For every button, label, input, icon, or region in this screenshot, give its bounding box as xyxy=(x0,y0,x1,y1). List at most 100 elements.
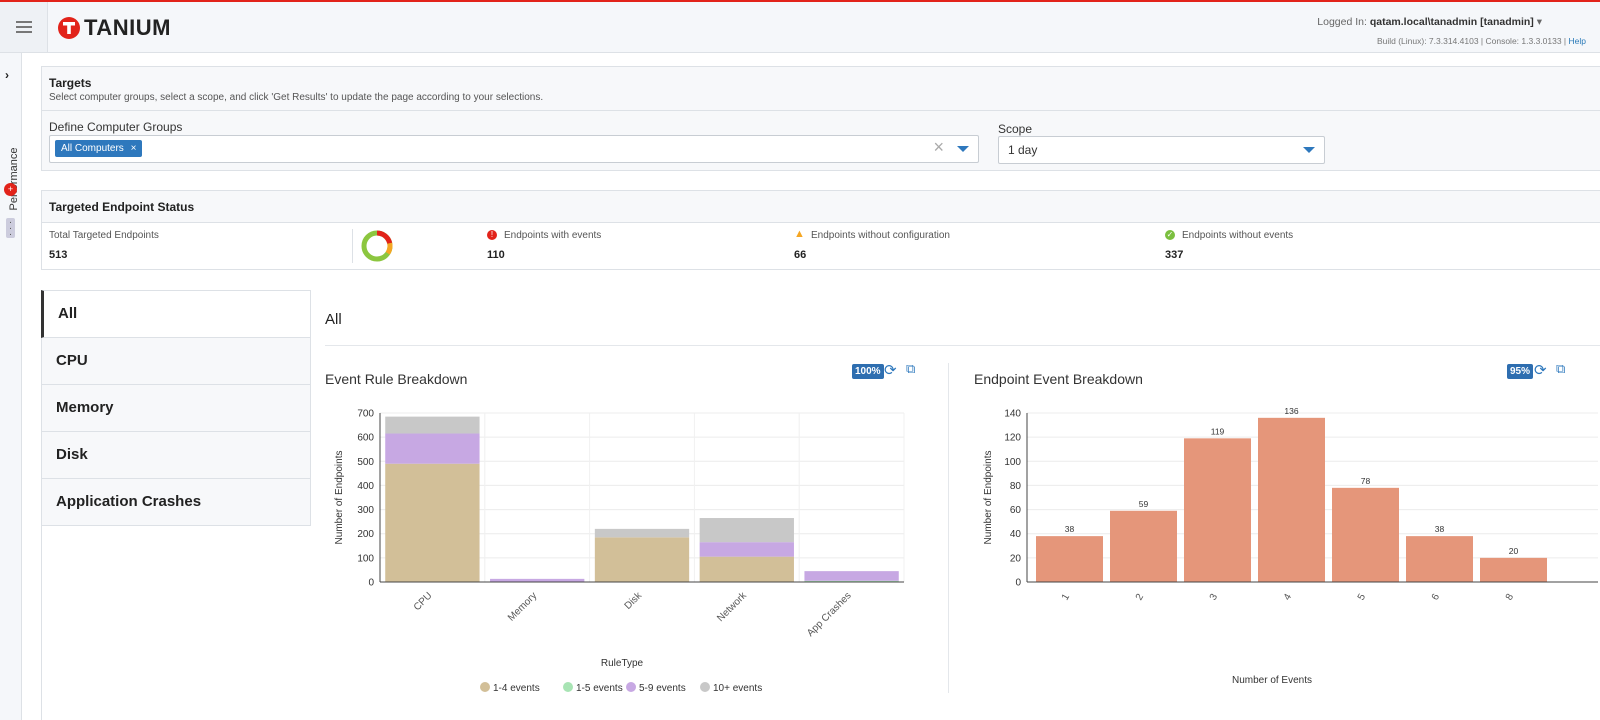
bar xyxy=(1406,536,1473,582)
y-tick-label: 400 xyxy=(357,481,374,492)
bar-segment xyxy=(594,537,690,582)
status-row xyxy=(42,223,1600,269)
data-label: 59 xyxy=(1139,499,1149,509)
legend-swatch xyxy=(563,682,573,692)
computer-groups-select[interactable]: All Computers × × xyxy=(49,135,979,163)
bar-segment xyxy=(490,578,585,582)
chart-title-endpoint-event: Endpoint Event Breakdown xyxy=(974,371,1143,387)
y-tick-label: 80 xyxy=(1010,481,1022,492)
help-link[interactable]: Help xyxy=(1568,36,1586,46)
y-tick-label: 500 xyxy=(357,457,374,468)
y-axis-label: Number of Endpoints xyxy=(983,451,994,545)
group-chip[interactable]: All Computers × xyxy=(55,140,143,157)
divider xyxy=(352,229,353,263)
tab-disk[interactable]: Disk xyxy=(41,432,311,479)
bar-segment xyxy=(699,518,794,543)
export-icon[interactable]: ⧉ xyxy=(906,361,916,376)
status-donut-chart[interactable] xyxy=(360,229,394,263)
warning-icon: ▲ xyxy=(794,228,805,240)
tanium-logo-icon xyxy=(58,17,80,39)
tab-application-crashes[interactable]: Application Crashes xyxy=(41,479,311,526)
bar-segment xyxy=(699,556,794,582)
tanium-logo[interactable]: TANIUM xyxy=(58,15,171,40)
chevron-down-icon: ▾ xyxy=(1536,16,1542,28)
bar-segment xyxy=(594,528,690,538)
y-tick-label: 120 xyxy=(1004,433,1021,444)
export-icon[interactable]: ⧉ xyxy=(1556,361,1566,376)
scope-label: Scope xyxy=(998,122,1033,136)
chart-title-event-rule: Event Rule Breakdown xyxy=(325,371,468,387)
y-axis-label: Number of Endpoints xyxy=(334,451,345,545)
refresh-icon[interactable]: ⟳ xyxy=(884,362,897,379)
y-tick-label: 100 xyxy=(357,553,374,564)
divider xyxy=(948,363,949,693)
zoom-badge[interactable]: 95% xyxy=(1507,364,1534,379)
without-events-label: Endpoints without events xyxy=(1182,230,1294,241)
bar-segment xyxy=(385,463,480,582)
x-tick-label: Disk xyxy=(623,590,645,612)
x-tick-label: 2 xyxy=(1134,592,1147,603)
x-tick-label: Network xyxy=(715,590,749,624)
build-info: Build (Linux): 7.3.314.4103 | Console: 1… xyxy=(1377,36,1586,46)
y-tick-label: 20 xyxy=(1010,553,1022,564)
legend-swatch xyxy=(480,682,490,692)
clear-icon[interactable]: × xyxy=(933,137,944,157)
targets-description: Select computer groups, select a scope, … xyxy=(49,92,544,103)
tab-all[interactable]: All xyxy=(41,290,311,338)
category-tabs: All CPU Memory Disk Application Crashes xyxy=(41,290,311,526)
with-events-value: 110 xyxy=(487,249,505,261)
chip-close-icon[interactable]: × xyxy=(130,143,137,154)
menu-icon-bar xyxy=(16,26,32,28)
bar xyxy=(1184,438,1251,582)
dropdown-caret-icon[interactable] xyxy=(1303,147,1315,153)
y-tick-label: 700 xyxy=(357,409,374,420)
menu-button[interactable] xyxy=(0,2,48,52)
x-tick-label: CPU xyxy=(412,590,435,613)
y-tick-label: 600 xyxy=(357,433,374,444)
user-name: qatam.local\tanadmin [tanadmin] xyxy=(1369,16,1534,28)
zoom-badge[interactable]: 100% xyxy=(852,364,884,379)
y-tick-label: 100 xyxy=(1004,457,1021,468)
bar-segment xyxy=(385,416,480,434)
user-menu[interactable]: Logged In: qatam.local\tanadmin [tanadmi… xyxy=(1317,16,1542,28)
rail-workbench-label[interactable]: Performance xyxy=(8,147,20,211)
donut-segment-without-config xyxy=(361,230,393,262)
tab-cpu[interactable]: CPU xyxy=(41,338,311,385)
total-endpoints-label: Total Targeted Endpoints xyxy=(49,230,159,241)
workbench-icon: + xyxy=(4,183,17,196)
divider xyxy=(42,222,1600,223)
y-tick-label: 0 xyxy=(368,578,374,589)
without-events-value: 337 xyxy=(1165,249,1184,261)
menu-icon-bar xyxy=(16,31,32,33)
targets-panel: Targets Select computer groups, select a… xyxy=(41,66,1600,171)
legend-label: 10+ events xyxy=(713,683,762,694)
y-tick-label: 60 xyxy=(1010,505,1022,516)
bar xyxy=(1036,536,1103,582)
refresh-icon[interactable]: ⟳ xyxy=(1534,362,1547,379)
bar-segment xyxy=(804,580,899,582)
dropdown-caret-icon[interactable] xyxy=(957,146,969,152)
app-header: TANIUM Logged In: qatam.local\tanadmin [… xyxy=(0,2,1600,53)
x-tick-label: 5 xyxy=(1356,592,1369,603)
groups-label: Define Computer Groups xyxy=(49,120,183,134)
tabs-filler xyxy=(41,526,312,720)
top-accent-line xyxy=(0,0,1600,2)
data-label: 136 xyxy=(1284,406,1298,416)
scope-select[interactable]: 1 day xyxy=(998,136,1325,164)
logged-in-label: Logged In: xyxy=(1317,16,1367,28)
bar xyxy=(1258,417,1325,582)
bar-segment xyxy=(699,542,794,557)
more-icon[interactable]: · · · xyxy=(6,218,15,240)
chevron-right-icon[interactable]: › xyxy=(5,68,9,82)
legend-swatch xyxy=(700,682,710,692)
tab-memory[interactable]: Memory xyxy=(41,385,311,432)
endpoint-status-panel: Targeted Endpoint Status Total Targeted … xyxy=(41,190,1600,270)
bar xyxy=(1110,510,1177,582)
bar xyxy=(1332,487,1399,582)
data-label: 38 xyxy=(1065,524,1075,534)
x-tick-label: 3 xyxy=(1208,592,1221,603)
x-tick-label: 1 xyxy=(1060,592,1073,603)
without-config-value: 66 xyxy=(794,249,807,261)
legend-label: 1-4 events xyxy=(493,683,540,694)
menu-icon xyxy=(16,21,32,23)
